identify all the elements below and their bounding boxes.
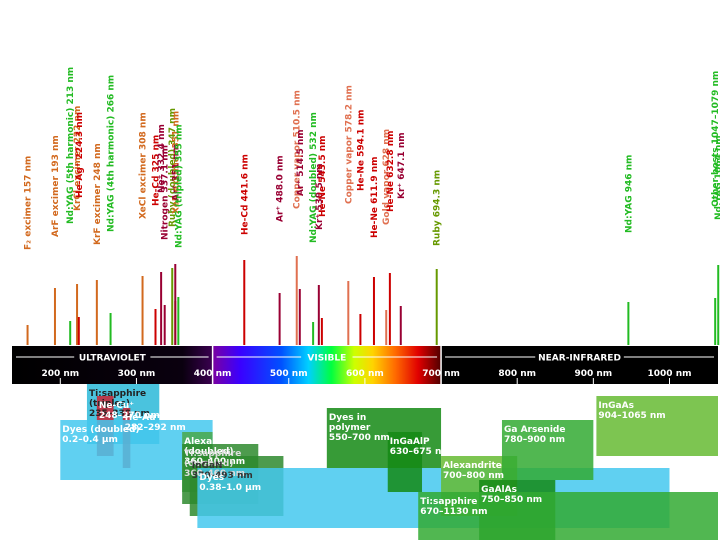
band-label: Dyes (doubled) <box>62 425 139 435</box>
x-tick-label: 400 nm <box>194 369 232 379</box>
x-tick-label: 900 nm <box>574 369 612 379</box>
band-labels: Ti:sapphire(triples)235–330 nmNe-Cu⁺248–… <box>62 389 665 517</box>
x-tick-label: 500 nm <box>270 369 308 379</box>
laser-label: ArF excimer 193 nm <box>51 135 61 237</box>
band-label: Alexandrite <box>184 437 243 447</box>
laser-label: He-Cd 325 nm <box>151 135 161 206</box>
band-9 <box>387 432 423 492</box>
band-label: 750–850 nm <box>481 495 542 505</box>
band-label: Dyes <box>199 473 224 483</box>
band-label: Dyes in <box>329 413 366 423</box>
laser-label: Ruby (doubled) 347 nm <box>168 108 178 227</box>
band-label: Ti:sapphire <box>420 497 477 507</box>
laser-label: KrCl excimer 222 nm <box>73 106 83 211</box>
band-label: 235–330 nm <box>89 409 150 419</box>
band-label: 0.2–0.4 µm <box>62 435 118 445</box>
band-label: Ne-Cu⁺ <box>99 401 134 411</box>
band-label: GaAlAs <box>481 485 517 495</box>
laser-label: XeF excimer 351 nm <box>171 111 181 214</box>
band-label: 360–460 nm <box>184 469 245 479</box>
band-13 <box>418 492 718 540</box>
laser-label: Ruby 694.3 nm <box>433 170 443 246</box>
laser-label: Kr⁺ 539.5 nm <box>315 163 325 230</box>
band-12 <box>501 420 594 480</box>
laser-label: Nd:YAG (4th harmonic) 266 nm <box>107 75 117 232</box>
region-near-infrared <box>441 346 718 384</box>
band-label: 0.38–1.0 µm <box>199 483 261 493</box>
laser-label: He-Cd 441.6 nm <box>240 154 250 235</box>
laser-label: Ne⁺ 332.4 nm <box>157 124 167 193</box>
laser-label: He-Ne 594.1 nm <box>356 109 366 191</box>
region-ultraviolet <box>12 346 213 384</box>
band-label: 780–900 nm <box>504 435 565 445</box>
laser-label: He-Ne 632.8 nm <box>386 130 396 212</box>
band-8 <box>326 408 442 468</box>
laser-label: He-Ag⁺ 224.3 nm <box>75 112 85 198</box>
laser-label: Other hosts 1047–1079 nm <box>711 71 720 207</box>
x-tick-label: 800 nm <box>498 369 536 379</box>
band-label: polymer <box>329 423 371 433</box>
laser-label: Nd:YAG (tripled) 355 nm <box>174 124 184 248</box>
band-label: He-Au⁺ <box>125 413 161 423</box>
x-tick-label: 200 nm <box>41 369 79 379</box>
laser-label: Nd:YAG (doubled) 532 nm <box>309 112 319 243</box>
band-label: 904–1065 nm <box>598 411 665 421</box>
spectrum-bar: ULTRAVIOLET VISIBLE NEAR-INFRARED 200 nm 300… <box>12 346 718 384</box>
band-label: 360–400 nm <box>184 457 245 467</box>
band-label: 700–800 nm <box>443 471 504 481</box>
x-tick-label: 600 nm <box>346 369 384 379</box>
laser-label: Copper vapor 578.2 nm <box>344 85 354 204</box>
region-label: VISIBLE <box>307 354 346 364</box>
x-tick-label: 300 nm <box>118 369 156 379</box>
band-label: Ti:sapphire <box>184 449 241 459</box>
laser-label: Gold vapor 628 nm <box>382 129 392 225</box>
laser-label: Ar⁺ 351 nm <box>171 144 181 201</box>
band-label: 670–1130 nm <box>420 507 487 517</box>
band-label: 630–675 nm <box>390 447 451 457</box>
laser-label: XeCl excimer 308 nm <box>139 112 149 219</box>
band-label: Ti:sapphire <box>89 389 146 399</box>
band-label: 370–493 nm <box>192 471 253 481</box>
band-label: InGaN <box>192 461 223 471</box>
region-label: ULTRAVIOLET <box>79 354 147 364</box>
band-label: InGaAs <box>598 401 634 411</box>
x-tick-label: 700 nm <box>422 369 460 379</box>
band-label: (doubled) <box>184 447 233 457</box>
laser-label: Ar⁺ 514.5 nm <box>296 129 306 196</box>
laser-label: F₂ excimer 157 nm <box>24 156 34 250</box>
laser-label: Ar⁺ 488.0 nm <box>276 155 286 222</box>
laser-label: Nd:YAG 1064 nm <box>714 135 720 220</box>
band-label: (doubled) <box>184 459 233 469</box>
band-14 <box>596 396 718 456</box>
band-label: 248–270 nm <box>99 411 160 421</box>
band-label: 282–292 nm <box>125 423 186 433</box>
region-label: NEAR-INFRARED <box>538 354 621 364</box>
laser-label: Nd:YAG (5th harmonic) 213 nm <box>66 67 76 224</box>
laser-label: Nd:YAG 946 nm <box>624 155 634 233</box>
laser-label: Nitrogen 337.1 nm <box>161 145 171 240</box>
gain-bands <box>60 384 718 540</box>
band-label: Alexandrite <box>443 461 502 471</box>
laser-label: He-Ne 611.9 nm <box>370 156 380 238</box>
laser-label: He-Ne 543.5 nm <box>318 135 328 217</box>
laser-label: KrF excimer 248 nm <box>93 143 103 245</box>
band-label: InGaAlP <box>390 437 430 447</box>
x-tick-label: 1000 nm <box>648 369 692 379</box>
laser-lines: F₂ excimer 157 nm ArF excimer 193 nm Nd:YA… <box>24 67 720 345</box>
region-visible <box>212 346 442 384</box>
laser-label: Kr⁺ 647.1 nm <box>397 132 407 199</box>
band-label: 550–700 nm <box>329 433 390 443</box>
laser-label: Copper vapor 510.5 nm <box>293 90 303 209</box>
band-label: Ga Arsenide <box>504 425 565 435</box>
band-label: (triples) <box>89 399 130 409</box>
